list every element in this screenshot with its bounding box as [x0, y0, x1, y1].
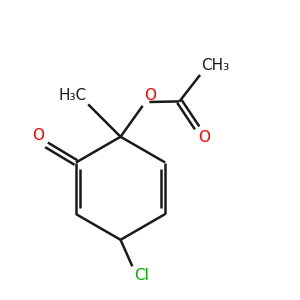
- Text: H₃C: H₃C: [58, 88, 87, 103]
- Text: O: O: [32, 128, 44, 143]
- Text: Cl: Cl: [134, 268, 149, 283]
- Text: CH₃: CH₃: [202, 58, 230, 74]
- Text: O: O: [144, 88, 156, 103]
- Text: O: O: [199, 130, 211, 145]
